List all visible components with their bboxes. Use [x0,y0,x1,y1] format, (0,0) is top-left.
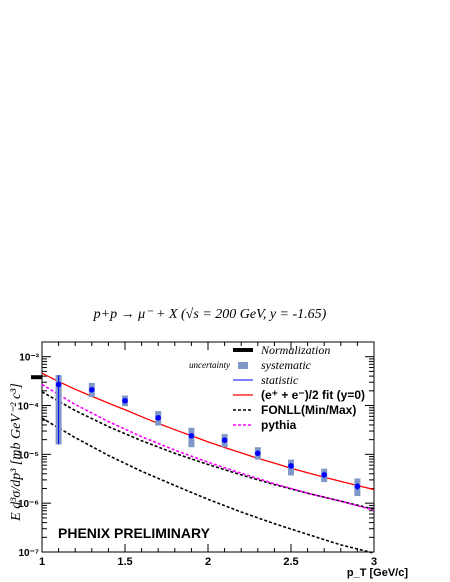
legend-entry-fonll: FONLL(Min/Max) [261,403,356,417]
data-point-marker [55,381,62,388]
data-points [55,375,361,497]
fonll-curve-2 [41,417,375,554]
x-tick-label: 2.5 [283,556,298,568]
annotation-phenix-preliminary: PHENIX PRELIMINARY [58,525,211,541]
legend-entry-fit: (e⁺ + e⁻)/2 fit (y=0) [261,388,365,402]
data-point-marker [354,483,361,490]
y-tick-label: 10⁻⁵ [18,450,39,461]
axis-ticks: 1 1.5 2 2.5 3 10⁻⁷ 10⁻⁶ 10⁻⁵ 10⁻⁴ 10⁻³ [18,341,377,568]
y-axis-label: E d³σ/dp³ [mb GeV⁻² c³] [9,383,24,522]
x-axis-label: p_T [GeV/c] [347,567,408,579]
data-point-marker [321,472,328,478]
data-point-marker [254,450,261,457]
y-tick-label: 10⁻³ [19,353,39,364]
theory-curves [41,372,375,554]
fit-curve [41,372,375,491]
data-point-marker [122,397,128,404]
legend-entry-normalization: Normalization [260,343,330,357]
data-point-marker [155,415,161,421]
data-point-marker [221,437,228,443]
legend-prefix-uncertainty: uncertainty [189,360,230,370]
data-point-marker [89,386,95,393]
x-tick-label: 2 [205,556,211,568]
chart-title: p+p → μ⁻ + X (√s = 200 GeV, y = -1.65) [93,307,327,322]
x-tick-label: 1.5 [117,556,132,568]
legend-entry-systematic: systematic [261,358,312,372]
x-tick-label: 3 [371,556,377,568]
data-point-marker [288,463,294,469]
y-tick-label: 10⁻⁷ [18,548,39,559]
legend: Normalization uncertainty systematicstatis… [189,343,365,432]
data-point-marker [188,432,195,439]
legend-swatch-systematic [238,362,248,369]
legend-entry-pythia: pythia [261,418,297,432]
y-tick-label: 10⁻⁶ [18,499,39,510]
fonll-curve-1 [41,391,375,511]
y-tick-label: 10⁻⁴ [18,402,39,413]
x-tick-label: 1 [39,556,45,568]
legend-entry-statistic: statistic [261,373,299,387]
